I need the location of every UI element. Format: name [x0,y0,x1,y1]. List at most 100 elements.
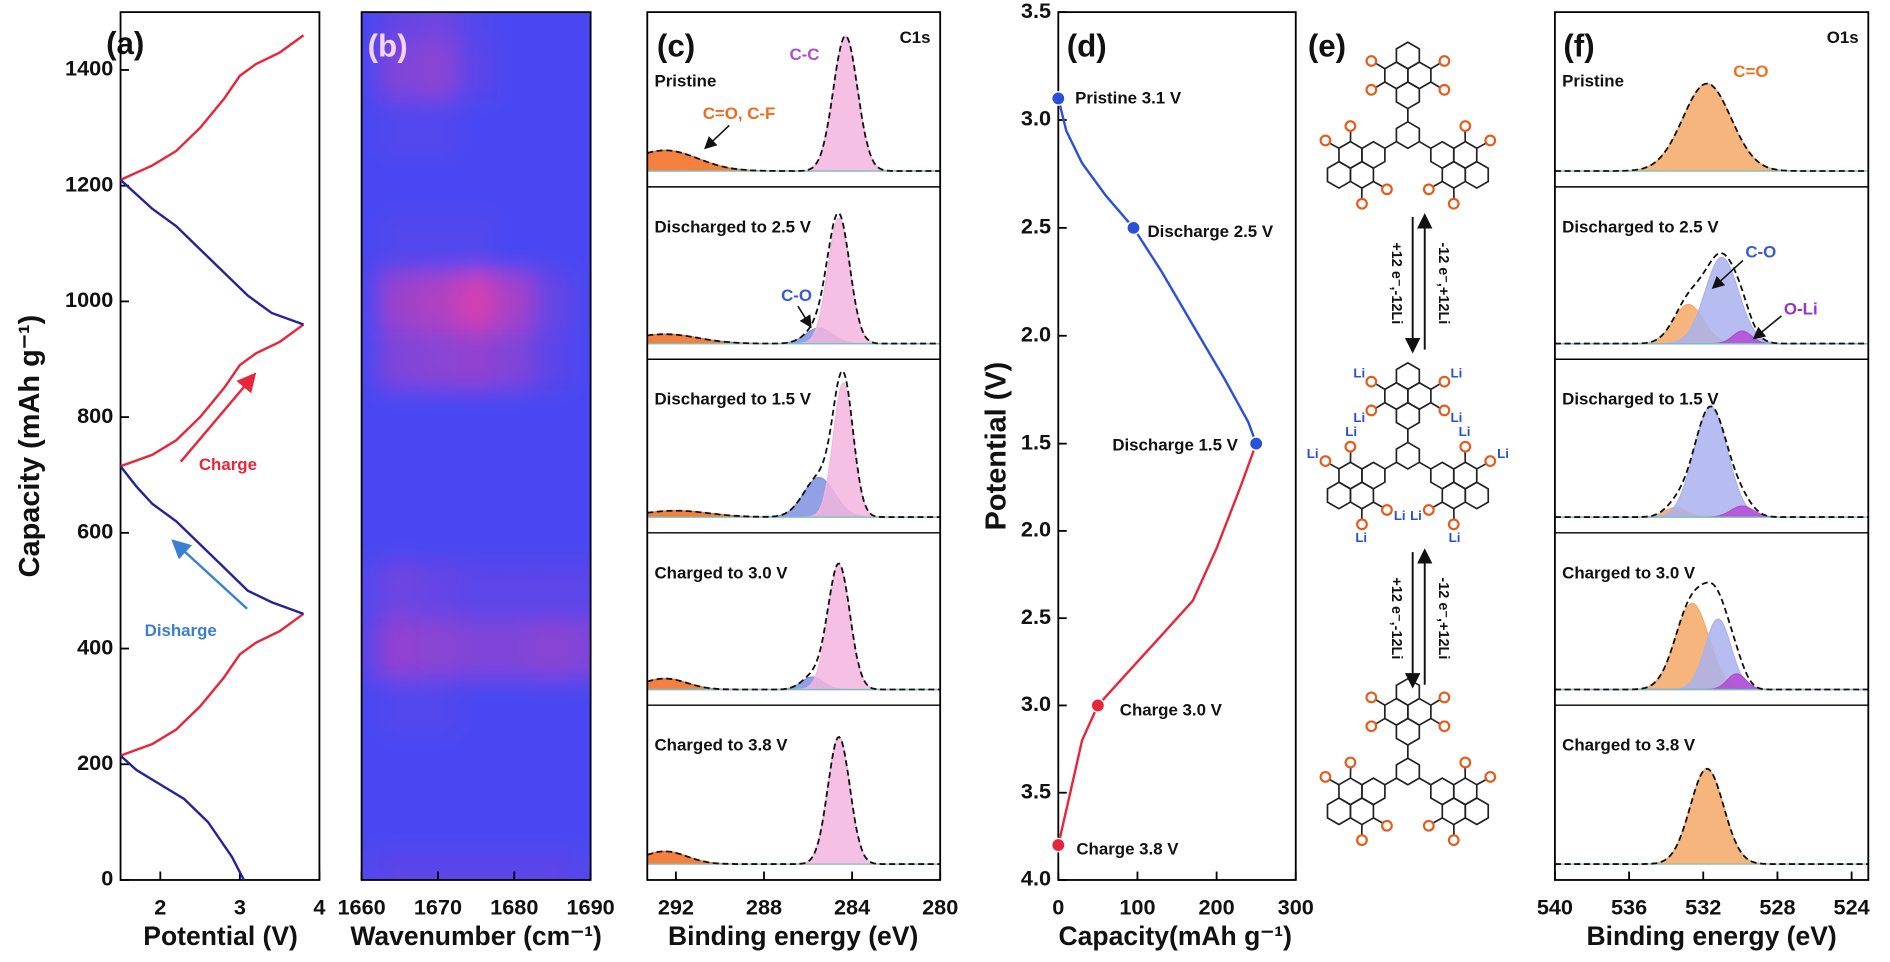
heatmap-cell [380,41,419,99]
heatmap-cell [361,446,381,504]
envelope [1554,252,1869,345]
heatmap-cell [533,561,572,620]
heatmap-cell [380,561,419,620]
heatmap-cell [418,735,458,794]
oxygen [1459,756,1472,769]
lithium-label: Li [1307,446,1319,461]
heatmap-cell [571,619,591,678]
panel-label: (a) [106,26,144,61]
y-tick-label: 3.0 [1021,691,1051,716]
x-tick-label: 1690 [567,895,615,920]
oxygen [1447,518,1460,531]
heatmap-cell [571,851,591,880]
heatmap-cell [418,156,458,215]
peak [1554,256,1869,345]
bond [1476,141,1488,150]
oxygen [1319,134,1332,147]
heatmap-cell [380,214,419,273]
heatmap-cell [495,41,534,99]
oxygen [1438,375,1451,388]
annotation: O-Li [1784,299,1818,318]
heatmap-cell [380,735,419,794]
ring [1395,401,1421,431]
peak [647,563,941,691]
marker [1090,698,1106,713]
heatmap-cell [418,793,458,852]
envelope [1554,767,1869,865]
oxygen [1438,691,1451,704]
y-tick-label: 3.0 [1021,106,1051,131]
bond [1372,180,1384,188]
lithium-label: Li [1451,410,1463,425]
bond [1374,717,1386,726]
point-label: Discharge 2.5 V [1147,222,1273,241]
bond [1431,180,1443,188]
x-tick-label: 2 [154,895,166,920]
y-tick-label: 800 [77,403,113,428]
marker [1050,837,1066,853]
oxygen [1319,770,1332,783]
heatmap-cell [361,388,381,447]
marker [1050,91,1066,106]
heatmap-cell [533,503,572,562]
y-tick-label: 200 [77,750,113,775]
heatmap-cell [418,446,458,504]
heatmap-cell [380,677,419,736]
bond [1360,508,1363,521]
lithium-label: Li [1345,424,1357,439]
y-tick-label: 2.0 [1021,517,1051,542]
heatmap-cell [533,214,572,273]
bond [1452,508,1455,521]
ring [1395,717,1421,746]
lithium-label: Li [1459,424,1471,439]
bond [1360,824,1363,837]
heatmap-cell [495,619,534,678]
heatmap-cell [361,330,381,389]
axes-frame [646,11,942,881]
spectrum-label: Charged to 3.0 V [655,563,789,582]
ring [1326,160,1352,190]
bond [1464,450,1467,463]
heatmap-cell [418,41,458,99]
heatmap-cell [533,156,572,215]
bond [1452,188,1455,200]
oxygen [1438,720,1451,733]
heatmap-cell [495,561,534,620]
axes-frame [1057,11,1297,881]
oxygen [1365,691,1378,704]
heatmap-cell [533,12,572,42]
oxygen [1422,819,1435,832]
heatmap-cell [533,330,572,389]
oxygen [1319,455,1332,467]
heatmap-cell [533,98,572,157]
panel-label: (f) [1563,29,1594,64]
molecule [1319,677,1497,847]
bond [1430,717,1442,726]
peak [1554,618,1869,691]
panel-label: (b) [368,29,408,64]
bond [1360,188,1363,200]
heatmap-blur [361,12,591,880]
heatmap-cell [571,503,591,562]
heatmap-cell [495,735,534,794]
ring [1361,140,1386,170]
heatmap-cell [418,677,458,736]
heatmap-cell [380,619,419,678]
x-tick-label: 1680 [490,895,538,920]
heatmap-cell [361,561,381,620]
oxygen [1459,120,1472,132]
heatmap-cell [533,272,572,331]
bond [1464,130,1467,142]
y-tick-label: 3.5 [1021,778,1051,803]
heatmap-cell [533,619,572,678]
heatmap-cell [533,677,572,736]
panel-label: (c) [657,29,695,64]
x-tick-label: 528 [1759,895,1795,920]
y-tick-label: 1000 [65,287,113,312]
heatmap-cell [533,446,572,504]
heatmap-cell [361,619,381,678]
heatmap-cell [361,12,381,42]
oxygen [1484,770,1497,783]
heatmap-cell [418,98,458,157]
